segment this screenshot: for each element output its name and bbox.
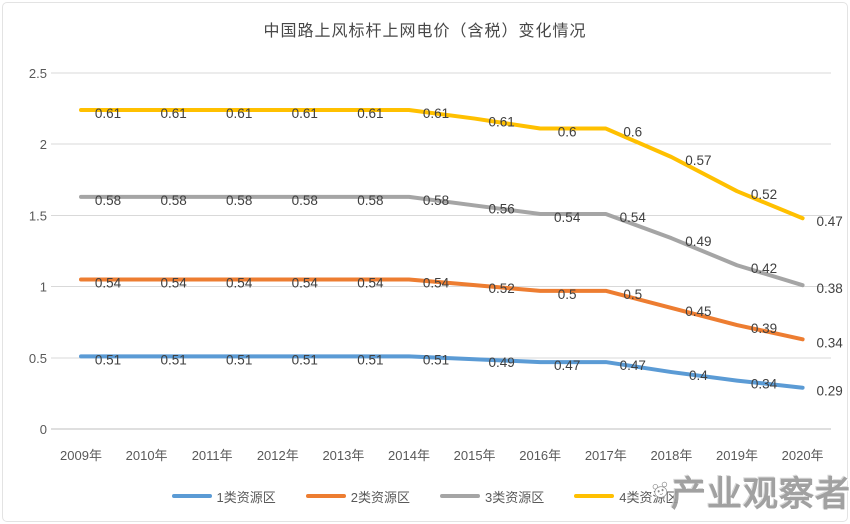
y-tick-label: 1	[40, 280, 47, 295]
data-label: 0.51	[357, 352, 383, 367]
y-tick-label: 0	[40, 422, 47, 437]
data-label: 0.61	[488, 115, 514, 130]
data-label: 0.34	[816, 335, 843, 350]
legend-item-zone4[interactable]: 4类资源区	[574, 487, 678, 506]
data-label: 0.54	[226, 275, 253, 290]
x-tick-label: 2009年	[60, 448, 102, 463]
data-label: 0.47	[554, 358, 580, 373]
data-label: 0.57	[685, 153, 711, 168]
series-line	[79, 354, 805, 390]
data-label: 0.47	[620, 358, 646, 373]
series-line	[79, 108, 805, 221]
data-label: 0.58	[423, 193, 449, 208]
data-label: 0.58	[226, 193, 252, 208]
data-label: 0.54	[357, 275, 384, 290]
x-tick-label: 2012年	[257, 448, 299, 463]
legend-label: 4类资源区	[619, 489, 679, 505]
data-label: 0.34	[751, 377, 778, 392]
data-label: 0.58	[95, 193, 121, 208]
legend-label: 2类资源区	[350, 489, 410, 505]
series-line	[79, 194, 805, 288]
series-line	[79, 277, 805, 342]
data-label: 0.5	[623, 287, 642, 302]
series-swatch-zone4	[574, 494, 615, 498]
data-label: 0.61	[160, 106, 186, 121]
data-label: 0.51	[160, 352, 186, 367]
data-label: 0.58	[160, 193, 186, 208]
legend-item-zone1[interactable]: 1类资源区	[171, 487, 276, 506]
x-tick-label: 2014年	[388, 448, 430, 463]
data-label: 0.51	[95, 352, 121, 367]
data-label: 0.6	[558, 125, 577, 140]
data-label: 0.61	[423, 106, 449, 121]
data-label: 0.58	[292, 193, 318, 208]
data-label: 0.42	[751, 261, 777, 276]
data-label: 0.61	[292, 106, 318, 121]
data-label: 0.54	[160, 275, 187, 290]
x-tick-label: 2019年	[716, 448, 758, 463]
legend: 1类资源区 2类资源区 3类资源区 4类资源区	[3, 485, 847, 507]
data-label: 0.54	[423, 275, 450, 290]
data-label: 0.6	[623, 125, 642, 140]
x-tick-label: 2020年	[782, 448, 824, 463]
data-label: 0.54	[95, 275, 122, 290]
x-tick-label: 2013年	[322, 448, 364, 463]
x-tick-label: 2018年	[650, 448, 692, 463]
x-tick-label: 2016年	[519, 448, 561, 463]
legend-item-zone2[interactable]: 2类资源区	[305, 487, 410, 506]
data-label: 0.5	[558, 287, 577, 302]
data-label: 0.45	[685, 304, 711, 319]
data-label: 0.54	[620, 210, 647, 225]
data-label: 0.52	[488, 281, 514, 296]
x-tick-label: 2015年	[454, 448, 496, 463]
x-tick-label: 2017年	[585, 448, 627, 463]
data-label: 0.38	[816, 281, 842, 296]
legend-item-zone3[interactable]: 3类资源区	[440, 487, 544, 506]
data-label: 0.39	[751, 321, 777, 336]
y-tick-label: 2.5	[29, 66, 47, 81]
y-tick-label: 0.5	[29, 351, 47, 366]
series-swatch-zone2	[305, 494, 346, 498]
x-tick-label: 2011年	[192, 448, 233, 463]
x-tick-label: 2010年	[126, 448, 168, 463]
series-swatch-zone3	[440, 494, 480, 498]
data-label: 0.49	[685, 234, 711, 249]
data-label: 0.54	[292, 275, 319, 290]
data-label: 0.61	[226, 106, 252, 121]
data-label: 0.51	[226, 352, 252, 367]
data-label: 0.47	[816, 214, 842, 229]
data-label: 0.29	[816, 384, 842, 399]
data-label: 0.51	[423, 352, 449, 367]
series-swatch-zone1	[171, 494, 212, 498]
data-label: 0.54	[554, 210, 581, 225]
data-label: 0.61	[95, 106, 121, 121]
data-label: 0.4	[689, 368, 708, 383]
data-label: 0.58	[357, 193, 383, 208]
data-label: 0.56	[488, 201, 514, 216]
y-tick-label: 1.5	[29, 208, 47, 223]
chart-title: 中国路上风标杆上网电价（含税）变化情况	[263, 23, 587, 40]
data-label: 0.61	[357, 106, 383, 121]
data-label: 0.52	[751, 187, 777, 202]
legend-label: 3类资源区	[485, 489, 545, 505]
legend-label: 1类资源区	[216, 489, 276, 505]
y-tick-label: 2	[40, 137, 47, 152]
data-label: 0.51	[292, 352, 318, 367]
data-label: 0.49	[488, 355, 514, 370]
